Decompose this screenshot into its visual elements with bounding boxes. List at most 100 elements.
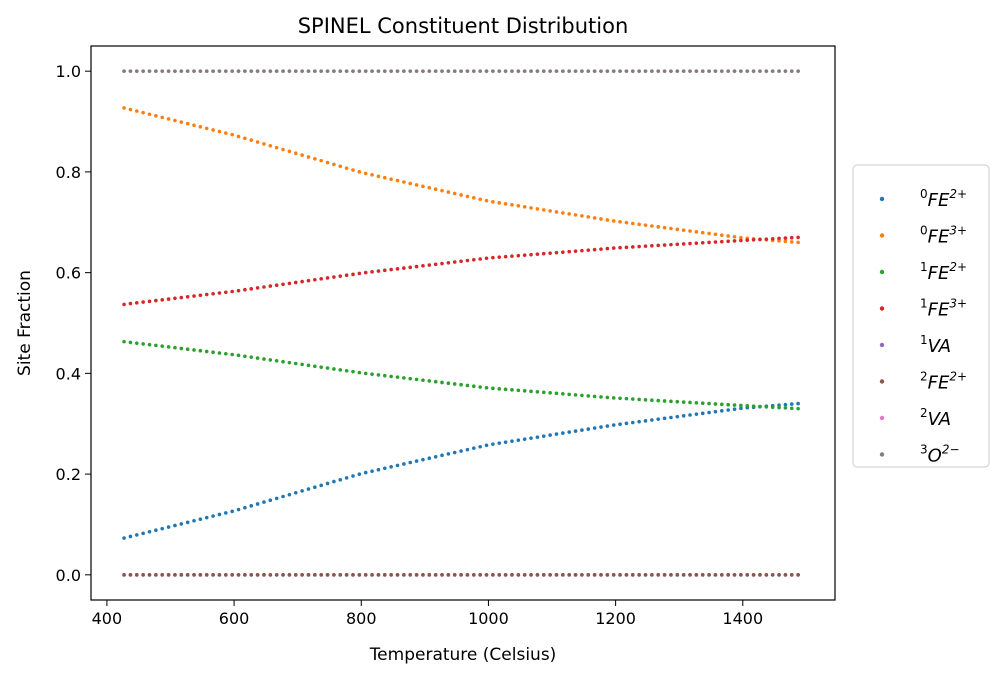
data-point — [669, 399, 673, 404]
data-point — [160, 298, 165, 302]
data-point — [293, 280, 298, 285]
data-point — [319, 277, 323, 281]
data-point — [421, 457, 425, 462]
data-point — [319, 483, 323, 488]
data-point — [243, 354, 247, 359]
data-point — [433, 573, 438, 577]
data-point — [497, 255, 502, 259]
data-point — [567, 69, 571, 73]
data-point — [351, 474, 355, 478]
data-point — [650, 418, 654, 422]
data-point — [427, 573, 432, 577]
data-point — [395, 573, 400, 577]
data-point — [586, 69, 591, 73]
data-point — [586, 427, 591, 431]
data-point — [185, 69, 190, 73]
data-point — [681, 242, 686, 246]
data-point — [370, 270, 374, 274]
data-point — [440, 188, 444, 193]
data-point — [637, 573, 641, 577]
data-point — [344, 476, 349, 480]
legend-marker — [879, 415, 885, 421]
data-point — [637, 244, 641, 249]
data-point — [516, 253, 521, 258]
legend-marker — [879, 342, 885, 348]
data-point — [707, 410, 711, 415]
data-point — [567, 212, 571, 216]
data-point — [720, 409, 724, 413]
data-point — [243, 287, 247, 292]
data-point — [662, 399, 667, 403]
data-point — [700, 411, 705, 416]
data-point — [694, 401, 699, 405]
data-point — [643, 69, 648, 73]
data-point — [236, 69, 241, 73]
data-point — [166, 345, 171, 349]
data-point — [580, 69, 584, 73]
data-point — [185, 121, 190, 126]
data-point — [134, 109, 139, 113]
data-point — [395, 267, 400, 271]
data-point — [478, 197, 482, 202]
data-point — [433, 262, 438, 267]
data-point — [796, 573, 800, 577]
data-point — [624, 245, 629, 250]
data-point — [707, 573, 711, 577]
data-point — [529, 389, 533, 394]
legend-label: 1FE3+ — [920, 297, 967, 321]
data-point — [173, 573, 177, 577]
data-point — [758, 404, 762, 409]
data-point — [452, 260, 457, 264]
data-point — [459, 449, 463, 453]
data-point — [700, 401, 705, 406]
data-point — [154, 298, 158, 303]
data-point — [319, 69, 323, 73]
data-point — [446, 260, 451, 265]
data-point — [224, 69, 228, 73]
data-point — [789, 406, 794, 411]
data-point — [236, 134, 241, 139]
data-point — [777, 573, 781, 577]
data-point — [268, 498, 273, 503]
data-point — [681, 69, 686, 73]
data-point — [389, 69, 393, 73]
data-point — [357, 271, 362, 276]
data-point — [484, 573, 489, 577]
data-point — [236, 288, 241, 293]
data-point — [440, 380, 444, 385]
data-point — [478, 573, 482, 577]
data-point — [363, 69, 368, 73]
data-point — [255, 286, 260, 290]
data-point — [274, 359, 279, 363]
data-point — [662, 69, 667, 73]
data-point — [624, 220, 629, 225]
data-point — [662, 225, 667, 230]
data-point — [433, 69, 438, 73]
y-tick-label: 0.2 — [56, 465, 81, 484]
data-point — [726, 408, 730, 412]
data-point — [618, 573, 622, 577]
data-point — [351, 272, 355, 277]
data-point — [796, 235, 800, 240]
data-point — [332, 162, 336, 167]
data-point — [529, 573, 533, 577]
data-point — [516, 438, 521, 442]
data-point — [363, 470, 368, 475]
legend-frame — [852, 164, 990, 468]
data-point — [541, 69, 546, 73]
data-point — [446, 573, 451, 577]
data-point — [287, 69, 292, 73]
data-point — [421, 69, 425, 73]
data-point — [599, 425, 603, 429]
data-point — [624, 421, 629, 426]
data-point — [700, 240, 705, 245]
data-point — [789, 402, 794, 406]
data-point — [402, 266, 406, 270]
data-point — [465, 194, 470, 199]
data-point — [688, 400, 692, 405]
data-point — [662, 573, 667, 577]
data-point — [389, 177, 393, 181]
data-point — [688, 229, 692, 233]
data-point — [516, 69, 521, 73]
data-point — [395, 463, 400, 468]
